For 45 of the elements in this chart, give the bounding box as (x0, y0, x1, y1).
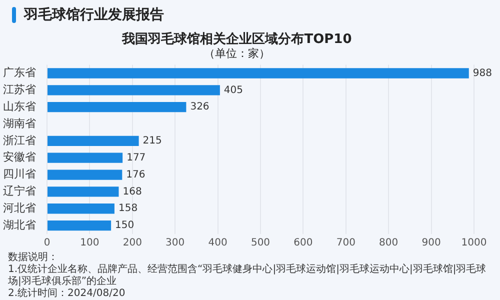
bar (48, 136, 139, 146)
y-tick-label: 四川省 (3, 168, 36, 181)
chart-subtitle: （单位：家） (204, 47, 270, 60)
x-tick-label: 100 (80, 238, 100, 249)
bar (48, 85, 220, 96)
y-tick-label: 湖南省 (3, 116, 36, 130)
x-tick-label: 400 (208, 238, 228, 249)
data-label: 326 (190, 102, 210, 113)
bar (48, 102, 186, 112)
text: 数据说明： (8, 252, 59, 264)
y-tick-label: 辽宁省 (3, 184, 36, 198)
bar (48, 68, 469, 78)
text: 2.统计时间：2024/08/20 (8, 288, 126, 300)
bar (48, 220, 112, 231)
data-label: 176 (126, 169, 146, 180)
bar (48, 204, 114, 214)
text: 羽毛球馆行业发展报告 (24, 6, 164, 24)
bar (48, 170, 122, 180)
x-tick-label: 500 (250, 238, 270, 249)
data-label: 215 (142, 136, 162, 147)
data-label: 158 (118, 203, 138, 214)
y-tick-label: 安徽省 (3, 150, 36, 164)
data-label: 405 (224, 84, 244, 96)
x-tick-label: 900 (422, 238, 441, 249)
x-tick-label: 0 (44, 238, 50, 249)
data-label: 168 (122, 186, 142, 198)
y-tick-label: 江苏省 (3, 83, 36, 96)
data-label: 988 (472, 68, 492, 79)
y-tick-label: 河北省 (3, 201, 36, 214)
text: 1.仅统计企业名称、品牌产品、经营范围含“羽毛球健身中心|羽毛球运动馆|羽毛球运动中心|羽毛球馆|羽毛球场|羽毛球俱乐部”的企业 (8, 264, 488, 288)
x-tick-label: 300 (166, 238, 185, 249)
y-tick-label: 山东省 (3, 100, 36, 113)
y-tick-label: 广东省 (3, 66, 36, 80)
data-label: 177 (126, 152, 146, 164)
data-label: 150 (115, 220, 134, 232)
bar (48, 152, 123, 163)
x-tick-label: 800 (379, 238, 398, 249)
x-tick-label: 700 (336, 238, 356, 249)
x-tick-label: 1000 (461, 238, 487, 249)
y-tick-label: 湖北省 (3, 218, 36, 232)
bar (48, 186, 119, 197)
x-tick-label: 200 (122, 238, 142, 249)
y-tick-label: 浙江省 (3, 134, 36, 147)
x-tick-label: 600 (294, 238, 313, 249)
chart-title: 我国羽毛球馆相关企业区域分布TOP10 (121, 31, 352, 48)
